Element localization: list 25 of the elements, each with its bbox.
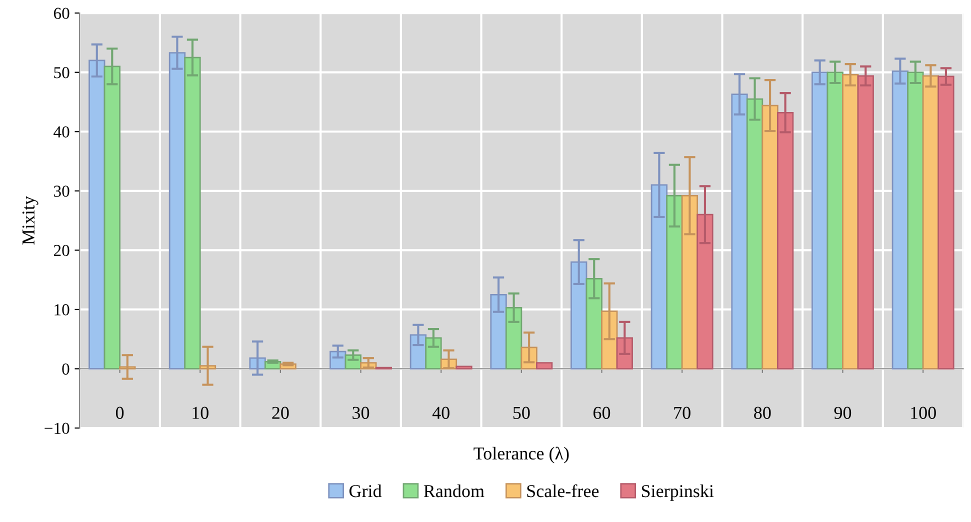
x-tick-label: 50 [513,406,530,419]
legend-label: Sierpinski [642,484,714,501]
x-tick-label: 10 [192,406,208,419]
x-axis-title: Tolerance (λ) [474,446,569,464]
x-tick-label: 80 [754,406,771,419]
y-tick-label: 0 [62,363,70,375]
x-tick-label: 30 [352,406,370,419]
y-tick-label: −10 [44,422,70,434]
y-tick-label: 60 [54,8,70,19]
y-tick-label: 40 [54,126,70,138]
y-tick-label: 10 [54,304,70,316]
x-tick-label: 60 [594,406,610,419]
x-tick-label: 0 [116,406,124,419]
x-tick-label: 100 [911,406,936,419]
x-tick-label: 20 [272,406,289,419]
y-tick-label: 20 [54,244,70,256]
legend-label: Grid [349,484,382,498]
x-tick-label: 40 [432,406,450,419]
x-tick-label: 90 [834,406,852,419]
x-tick-label: 70 [674,406,690,419]
legend-label: Scale-free [527,484,599,498]
legend-label: Random [424,484,484,498]
y-tick-label: 50 [54,67,70,78]
y-tick-label: 30 [54,186,70,197]
y-axis-title: Mixity [22,196,38,245]
